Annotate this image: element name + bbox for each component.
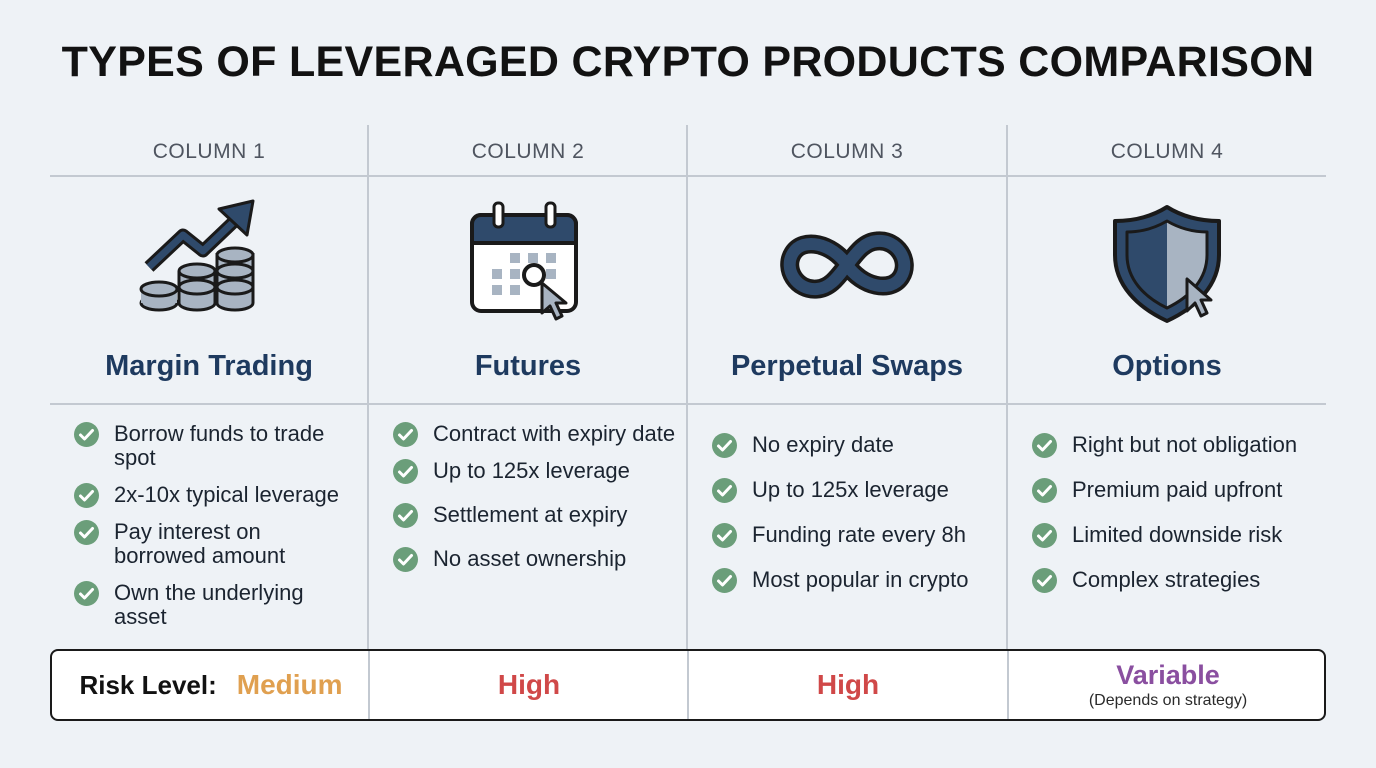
risk-cell-perpetual: High bbox=[689, 651, 1007, 719]
feature-list: Borrow funds to trade spot 2x-10x typica… bbox=[74, 422, 358, 642]
check-icon bbox=[74, 520, 99, 545]
risk-cell-futures: High bbox=[370, 651, 688, 719]
product-name: Margin Trading bbox=[105, 350, 313, 382]
infinity-icon bbox=[777, 195, 917, 335]
check-icon bbox=[1032, 568, 1057, 593]
feature-item: Up to 125x leverage bbox=[393, 459, 677, 484]
column-divider bbox=[367, 125, 369, 720]
feature-item: No expiry date bbox=[712, 433, 996, 458]
check-icon bbox=[393, 459, 418, 484]
risk-value: Medium bbox=[236, 669, 343, 700]
column-header: COLUMN 2 bbox=[471, 140, 585, 163]
risk-cell-margin: Risk Level: Medium bbox=[52, 651, 370, 719]
feature-item: Up to 125x leverage bbox=[712, 478, 996, 503]
risk-value: Variable bbox=[1116, 659, 1220, 690]
feature-list: No expiry date Up to 125x leverage Fundi… bbox=[712, 433, 996, 613]
check-icon bbox=[393, 547, 418, 572]
feature-item: Right but not obligation bbox=[1032, 433, 1316, 458]
risk-note: (Depends on strategy) bbox=[1088, 691, 1248, 709]
feature-item: Borrow funds to trade spot bbox=[74, 422, 358, 470]
risk-value: High bbox=[497, 669, 561, 700]
header-divider bbox=[50, 175, 1326, 177]
check-icon bbox=[393, 422, 418, 447]
column-divider bbox=[1006, 125, 1008, 720]
check-icon bbox=[712, 478, 737, 503]
risk-value: High bbox=[816, 669, 880, 700]
chart-up-coins-icon bbox=[139, 195, 279, 335]
column-options: COLUMN 4 Options Right but not obligatio… bbox=[1008, 125, 1326, 645]
check-icon bbox=[712, 523, 737, 548]
risk-divider bbox=[368, 651, 370, 719]
check-icon bbox=[1032, 433, 1057, 458]
check-icon bbox=[1032, 478, 1057, 503]
column-margin-trading: COLUMN 1 bbox=[50, 125, 368, 645]
check-icon bbox=[393, 503, 418, 528]
risk-level-row: Risk Level: Medium High High Variable (D… bbox=[50, 649, 1326, 721]
column-perpetual-swaps: COLUMN 3 Perpetual Swaps No expiry date … bbox=[688, 125, 1006, 645]
feature-list: Right but not obligation Premium paid up… bbox=[1032, 433, 1316, 613]
check-icon bbox=[1032, 523, 1057, 548]
product-name: Futures bbox=[474, 350, 582, 382]
check-icon bbox=[712, 568, 737, 593]
product-name: Options bbox=[1112, 350, 1222, 382]
feature-list: Contract with expiry date Up to 125x lev… bbox=[393, 422, 677, 584]
risk-cell-options: Variable (Depends on strategy) bbox=[1009, 651, 1327, 719]
feature-item: Complex strategies bbox=[1032, 568, 1316, 593]
product-name: Perpetual Swaps bbox=[730, 350, 964, 382]
column-header: COLUMN 1 bbox=[152, 140, 266, 163]
feature-item: Own the underlying asset bbox=[74, 581, 358, 629]
feature-item: Limited downside risk bbox=[1032, 523, 1316, 548]
feature-item: Funding rate every 8h bbox=[712, 523, 996, 548]
risk-divider bbox=[687, 651, 689, 719]
feature-item: 2x-10x typical leverage bbox=[74, 483, 358, 508]
page-title: TYPES OF LEVERAGED CRYPTO PRODUCTS COMPA… bbox=[61, 38, 1315, 86]
feature-item: Contract with expiry date bbox=[393, 422, 677, 447]
column-header: COLUMN 4 bbox=[1110, 140, 1224, 163]
column-header: COLUMN 3 bbox=[790, 140, 904, 163]
feature-item: Pay interest on borrowed amount bbox=[74, 520, 358, 568]
feature-item: Settlement at expiry bbox=[393, 503, 677, 528]
name-divider bbox=[50, 403, 1326, 405]
column-divider bbox=[686, 125, 688, 720]
comparison-grid: COLUMN 1 bbox=[50, 125, 1326, 721]
shield-cursor-icon bbox=[1097, 195, 1237, 335]
check-icon bbox=[74, 581, 99, 606]
feature-item: No asset ownership bbox=[393, 547, 677, 572]
feature-item: Most popular in crypto bbox=[712, 568, 996, 593]
calendar-cursor-icon bbox=[458, 195, 598, 335]
column-futures: COLUMN 2 Futures Contract with expiry da… bbox=[369, 125, 687, 645]
check-icon bbox=[74, 483, 99, 508]
check-icon bbox=[74, 422, 99, 447]
check-icon bbox=[712, 433, 737, 458]
risk-level-label: Risk Level: bbox=[79, 669, 217, 700]
feature-item: Premium paid upfront bbox=[1032, 478, 1316, 503]
risk-divider bbox=[1007, 651, 1009, 719]
